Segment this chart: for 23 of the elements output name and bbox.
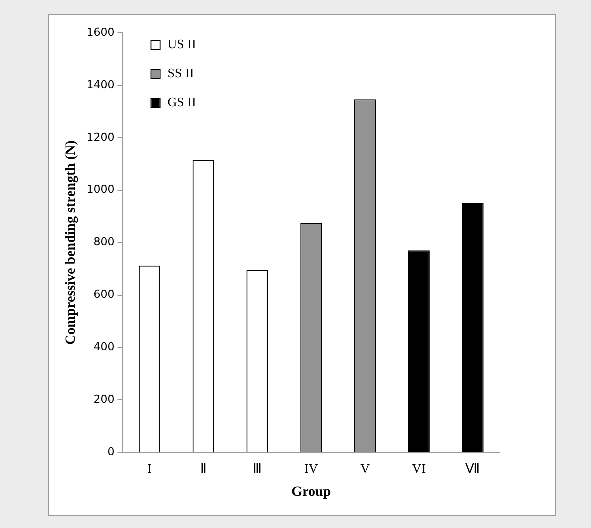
x-tick-label: I: [148, 460, 152, 476]
x-tick-label: Ⅲ: [253, 460, 262, 476]
y-tick-label: 800: [94, 236, 115, 249]
bar: [462, 203, 484, 452]
x-tick-label: V: [360, 460, 371, 476]
x-axis-title: Group: [292, 485, 332, 500]
x-tick-label: IV: [304, 460, 319, 476]
y-tick-label: 400: [94, 340, 115, 354]
y-tick-label: 1000: [86, 183, 115, 196]
y-tick-label: 200: [94, 393, 115, 406]
y-tick-label: 1200: [86, 130, 115, 144]
y-tick-label: 0: [108, 445, 115, 458]
y-tick-label: 1600: [86, 26, 115, 39]
y-axis-title: Compressive bending strength (N): [64, 140, 80, 346]
x-tick-label: VI: [412, 460, 426, 476]
x-tick-label: Ⅶ: [466, 460, 481, 476]
y-tick-label: 1400: [86, 78, 115, 92]
x-tick-label: Ⅱ: [200, 460, 207, 476]
legend-label: GS II: [168, 94, 196, 110]
legend-label: SS II: [168, 65, 194, 80]
y-tick-label: 600: [94, 288, 115, 302]
bar: [408, 250, 430, 452]
legend-label: US II: [168, 36, 196, 52]
